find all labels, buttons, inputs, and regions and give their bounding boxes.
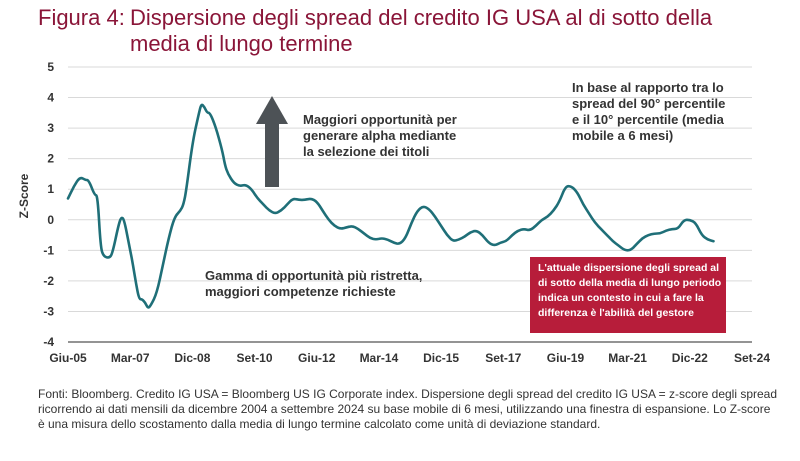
grid-lines xyxy=(68,66,752,343)
annotation-line: spread del 90° percentile xyxy=(572,96,726,111)
y-tick-label: 4 xyxy=(47,91,54,105)
x-axis-ticks: Giu-05 Mar-07 Dic-08 Set-10 Giu-12 Mar-14 Dic-… xyxy=(49,351,770,365)
arrow-annotation: Maggiori opportunità per generare alpha … xyxy=(303,112,457,160)
y-tick-label: 1 xyxy=(47,182,54,196)
x-tick-label: Giu-05 xyxy=(49,351,87,365)
x-tick-label: Mar-14 xyxy=(360,351,399,365)
arrow-head xyxy=(256,96,288,124)
annotation-line: la selezione dei titoli xyxy=(303,144,430,159)
x-tick-label: Dic-08 xyxy=(174,351,210,365)
arrow-shaft xyxy=(265,123,279,187)
y-axis-label: Z-Score xyxy=(17,173,31,218)
annotation-line: e il 10° percentile (media xyxy=(572,112,724,127)
x-tick-label: Set-17 xyxy=(485,351,521,365)
method-annotation: In base al rapporto tra lo spread del 90… xyxy=(572,80,725,144)
y-tick-label: -3 xyxy=(43,304,54,318)
title-line-1: Dispersione degli spread del credito IG … xyxy=(130,5,713,30)
annotation-line: maggiori competenze richieste xyxy=(205,284,396,299)
y-tick-label: 2 xyxy=(47,152,54,166)
annotation-line: generare alpha mediante xyxy=(303,128,457,143)
up-arrow-icon xyxy=(256,96,288,187)
chart-title: Figura 4: Dispersione degli spread del cr… xyxy=(38,5,758,57)
annotation-line: Gamma di opportunità più ristretta, xyxy=(205,268,423,283)
series-line xyxy=(66,103,715,309)
y-tick-label: 3 xyxy=(47,121,54,135)
lower-annotation: Gamma di opportunità più ristretta, magg… xyxy=(205,268,422,300)
annotation-line: Maggiori opportunità per xyxy=(303,112,457,127)
x-tick-label: Mar-21 xyxy=(608,351,647,365)
x-tick-label: Giu-12 xyxy=(298,351,336,365)
callout-line: differenza è l'abilità del gestore xyxy=(538,307,694,319)
series-group xyxy=(66,103,715,309)
y-tick-label: 5 xyxy=(47,60,54,74)
figure-label: Figura 4: xyxy=(38,5,125,30)
annotation-line: In base al rapporto tra lo xyxy=(572,80,724,95)
y-tick-label: -2 xyxy=(43,274,54,288)
callout-box: L'attuale dispersione degli spread al di… xyxy=(530,257,726,333)
x-tick-label: Mar-07 xyxy=(111,351,150,365)
title-line-2: media di lungo termine xyxy=(130,31,353,56)
y-tick-label: -1 xyxy=(43,243,54,257)
x-tick-label: Giu-19 xyxy=(547,351,585,365)
callout-line: L'attuale dispersione degli spread al xyxy=(538,262,720,274)
x-tick-label: Dic-22 xyxy=(672,351,708,365)
y-tick-label: 0 xyxy=(47,213,54,227)
x-tick-label: Set-10 xyxy=(237,351,273,365)
x-tick-label: Set-24 xyxy=(734,351,770,365)
y-tick-label: -4 xyxy=(43,335,54,349)
footnote: Fonti: Bloomberg. Credito IG USA = Bloom… xyxy=(38,387,778,431)
annotation-line: mobile a 6 mesi) xyxy=(572,128,674,143)
y-axis-ticks: 5 4 3 2 1 0 -1 -2 -3 -4 xyxy=(43,60,54,349)
x-tick-label: Dic-15 xyxy=(423,351,459,365)
callout-line: indica un contesto in cui a fare la xyxy=(538,292,704,304)
callout-line: di sotto della media di lungo periodo xyxy=(538,277,722,289)
